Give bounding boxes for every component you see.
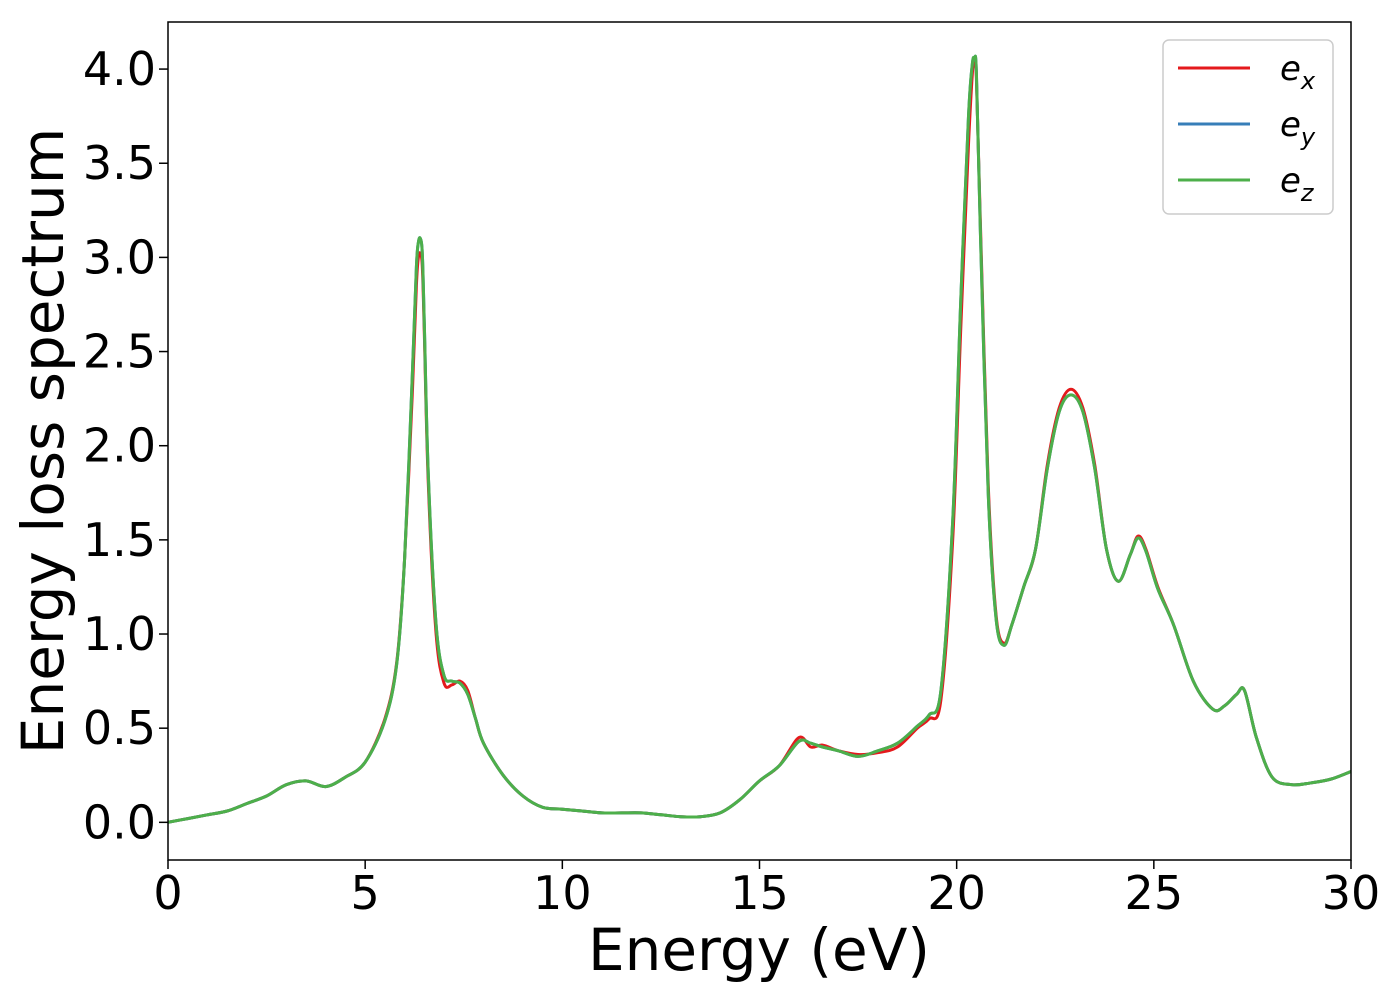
y-tick-label: 1.0 xyxy=(83,607,156,661)
legend-frame xyxy=(1162,39,1334,215)
x-axis-ticks: 0 5 10 15 20 25 30 xyxy=(153,860,1380,920)
x-tick-label: 5 xyxy=(351,866,380,920)
y-axis-title: Energy loss spectrum xyxy=(9,128,77,754)
x-axis-title: Energy (eV) xyxy=(588,916,930,984)
series-line-z xyxy=(168,54,1351,824)
legend-label-y: ey xyxy=(1280,105,1316,151)
legend-label-x: ex xyxy=(1280,49,1316,95)
y-tick-label: 3.0 xyxy=(83,230,156,284)
y-tick-label: 2.0 xyxy=(83,419,156,473)
y-tick-label: 0.5 xyxy=(83,701,156,755)
y-tick-label: 4.0 xyxy=(83,42,156,96)
x-tick-label: 0 xyxy=(153,866,182,920)
y-tick-label: 2.5 xyxy=(83,325,156,379)
y-tick-label: 0.0 xyxy=(83,795,156,849)
series-layer xyxy=(168,54,1351,824)
x-tick-label: 10 xyxy=(533,866,592,920)
x-tick-label: 20 xyxy=(927,866,986,920)
y-tick-label: 3.5 xyxy=(83,136,156,190)
x-tick-label: 25 xyxy=(1125,866,1184,920)
x-tick-label: 15 xyxy=(730,866,789,920)
y-axis-ticks: 0.0 0.5 1.0 1.5 2.0 2.5 3.0 3.5 4.0 xyxy=(83,42,168,849)
x-tick-label: 30 xyxy=(1322,866,1381,920)
legend: ex ey ez xyxy=(1162,39,1334,215)
legend-label-z: ez xyxy=(1280,161,1315,207)
plot-area xyxy=(168,22,1351,860)
y-tick-label: 1.5 xyxy=(83,513,156,567)
